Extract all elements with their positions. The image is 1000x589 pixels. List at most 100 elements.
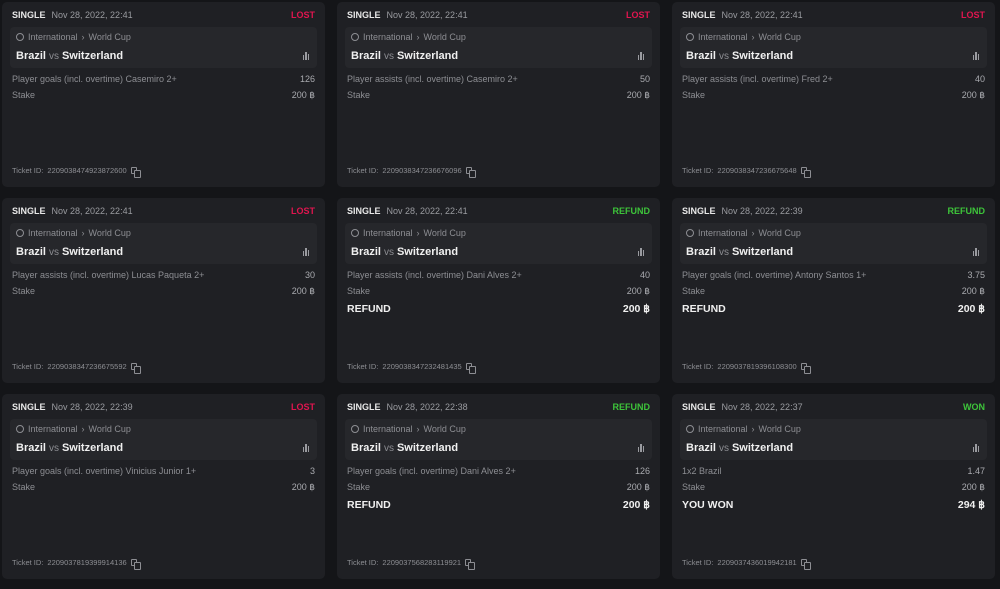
tournament-name: World Cup: [88, 228, 131, 238]
copy-icon[interactable]: [130, 363, 141, 374]
market-name: Player assists (incl. overtime) Dani Alv…: [347, 270, 522, 280]
bet-type: SINGLE: [12, 206, 46, 216]
copy-icon[interactable]: [800, 363, 811, 374]
status-badge: WON: [963, 402, 985, 412]
statistics-icon[interactable]: [972, 444, 979, 452]
bet-card[interactable]: SINGLE Nov 28, 2022, 22:39 REFUND Intern…: [672, 198, 995, 383]
bet-card[interactable]: SINGLE Nov 28, 2022, 22:41 LOST Internat…: [2, 2, 325, 187]
ticket-number: 2209037568283119921: [382, 558, 462, 567]
bet-date: Nov 28, 2022, 22:37: [721, 402, 803, 412]
statistics-icon[interactable]: [637, 52, 644, 60]
ticket-id: Ticket ID: 2209038474923872600: [12, 166, 141, 178]
bet-card[interactable]: SINGLE Nov 28, 2022, 22:38 REFUND Intern…: [337, 394, 660, 579]
event-box[interactable]: International › World Cup Brazil vs Swit…: [10, 419, 317, 460]
status-badge: LOST: [291, 10, 315, 20]
breadcrumb-separator: ›: [751, 228, 755, 238]
bet-card-header: SINGLE Nov 28, 2022, 22:41 LOST: [347, 9, 650, 21]
event-box[interactable]: International › World Cup Brazil vs Swit…: [680, 223, 987, 264]
market-row: Player goals (incl. overtime) Vinicius J…: [12, 466, 315, 476]
statistics-icon[interactable]: [302, 444, 309, 452]
stake-row: Stake 200 ฿: [682, 286, 985, 297]
stake-row: Stake 200 ฿: [12, 90, 315, 101]
market-row: 1x2 Brazil 1.47: [682, 466, 985, 476]
status-badge: REFUND: [612, 402, 651, 412]
home-team: Brazil: [16, 50, 46, 62]
event-box[interactable]: International › World Cup Brazil vs Swit…: [680, 27, 987, 68]
market-name: Player goals (incl. overtime) Vinicius J…: [12, 466, 197, 476]
league-name: International: [363, 32, 413, 42]
away-team: Switzerland: [731, 246, 794, 258]
event-box[interactable]: International › World Cup Brazil vs Swit…: [10, 27, 317, 68]
stake-label: Stake: [347, 286, 371, 296]
result-value: 200 ฿: [622, 303, 650, 315]
ticket-number: 2209037436019942181: [717, 558, 797, 567]
statistics-icon[interactable]: [302, 248, 309, 256]
match-teams: Brazil vs Switzerland: [351, 50, 644, 62]
bet-date: Nov 28, 2022, 22:41: [51, 10, 133, 20]
event-box[interactable]: International › World Cup Brazil vs Swit…: [680, 419, 987, 460]
home-team: Brazil: [351, 50, 381, 62]
breadcrumb-separator: ›: [81, 228, 85, 238]
copy-icon[interactable]: [130, 559, 141, 570]
tournament-name: World Cup: [88, 424, 131, 434]
bet-card-header: SINGLE Nov 28, 2022, 22:41 LOST: [12, 205, 315, 217]
bet-type: SINGLE: [682, 10, 716, 20]
match-teams: Brazil vs Switzerland: [16, 246, 309, 258]
bet-card[interactable]: SINGLE Nov 28, 2022, 22:41 REFUND Intern…: [337, 198, 660, 383]
event-box[interactable]: International › World Cup Brazil vs Swit…: [345, 419, 652, 460]
stake-label: Stake: [12, 482, 36, 492]
event-box[interactable]: International › World Cup Brazil vs Swit…: [10, 223, 317, 264]
odds-value: 40: [639, 270, 650, 280]
copy-icon[interactable]: [800, 559, 811, 570]
stake-row: Stake 200 ฿: [12, 286, 315, 297]
bet-date: Nov 28, 2022, 22:41: [386, 206, 468, 216]
vs-label: vs: [718, 50, 729, 62]
copy-icon[interactable]: [465, 363, 476, 374]
away-team: Switzerland: [396, 442, 459, 454]
statistics-icon[interactable]: [302, 52, 309, 60]
ticket-label: Ticket ID:: [347, 558, 379, 567]
tournament-name: World Cup: [423, 32, 466, 42]
stake-label: Stake: [347, 482, 371, 492]
away-team: Switzerland: [61, 442, 124, 454]
statistics-icon[interactable]: [972, 248, 979, 256]
bet-card[interactable]: SINGLE Nov 28, 2022, 22:37 WON Internati…: [672, 394, 995, 579]
event-box[interactable]: International › World Cup Brazil vs Swit…: [345, 27, 652, 68]
bet-date: Nov 28, 2022, 22:41: [386, 10, 468, 20]
home-team: Brazil: [16, 246, 46, 258]
bet-card[interactable]: SINGLE Nov 28, 2022, 22:41 LOST Internat…: [672, 2, 995, 187]
result-row: REFUND 200 ฿: [682, 303, 985, 315]
bet-history-grid: SINGLE Nov 28, 2022, 22:41 LOST Internat…: [2, 2, 995, 579]
market-name: Player goals (incl. overtime) Dani Alves…: [347, 466, 516, 476]
stake-value: 200 ฿: [961, 90, 985, 100]
bet-card[interactable]: SINGLE Nov 28, 2022, 22:41 LOST Internat…: [337, 2, 660, 187]
tournament-name: World Cup: [423, 424, 466, 434]
copy-icon[interactable]: [465, 559, 476, 570]
event-box[interactable]: International › World Cup Brazil vs Swit…: [345, 223, 652, 264]
statistics-icon[interactable]: [637, 444, 644, 452]
ticket-id: Ticket ID: 2209037436019942181: [682, 558, 811, 570]
bet-card[interactable]: SINGLE Nov 28, 2022, 22:41 LOST Internat…: [2, 198, 325, 383]
market-name: Player goals (incl. overtime) Casemiro 2…: [12, 74, 177, 84]
status-badge: REFUND: [612, 206, 651, 216]
copy-icon[interactable]: [130, 167, 141, 178]
copy-icon[interactable]: [800, 167, 811, 178]
status-badge: LOST: [626, 10, 650, 20]
stake-label: Stake: [682, 482, 706, 492]
bet-type: SINGLE: [347, 10, 381, 20]
league-breadcrumb: International › World Cup: [686, 32, 979, 42]
statistics-icon[interactable]: [972, 52, 979, 60]
soccer-ball-icon: [351, 33, 359, 41]
breadcrumb-separator: ›: [416, 32, 420, 42]
copy-icon[interactable]: [465, 167, 476, 178]
ticket-label: Ticket ID:: [12, 558, 44, 567]
statistics-icon[interactable]: [637, 248, 644, 256]
market-row: Player goals (incl. overtime) Dani Alves…: [347, 466, 650, 476]
status-badge: LOST: [961, 10, 985, 20]
bet-card[interactable]: SINGLE Nov 28, 2022, 22:39 LOST Internat…: [2, 394, 325, 579]
vs-label: vs: [48, 442, 59, 454]
ticket-number: 2209038347236675592: [47, 362, 127, 371]
league-breadcrumb: International › World Cup: [351, 228, 644, 238]
result-label: REFUND: [347, 303, 391, 315]
ticket-id: Ticket ID: 2209038347236676096: [347, 166, 476, 178]
